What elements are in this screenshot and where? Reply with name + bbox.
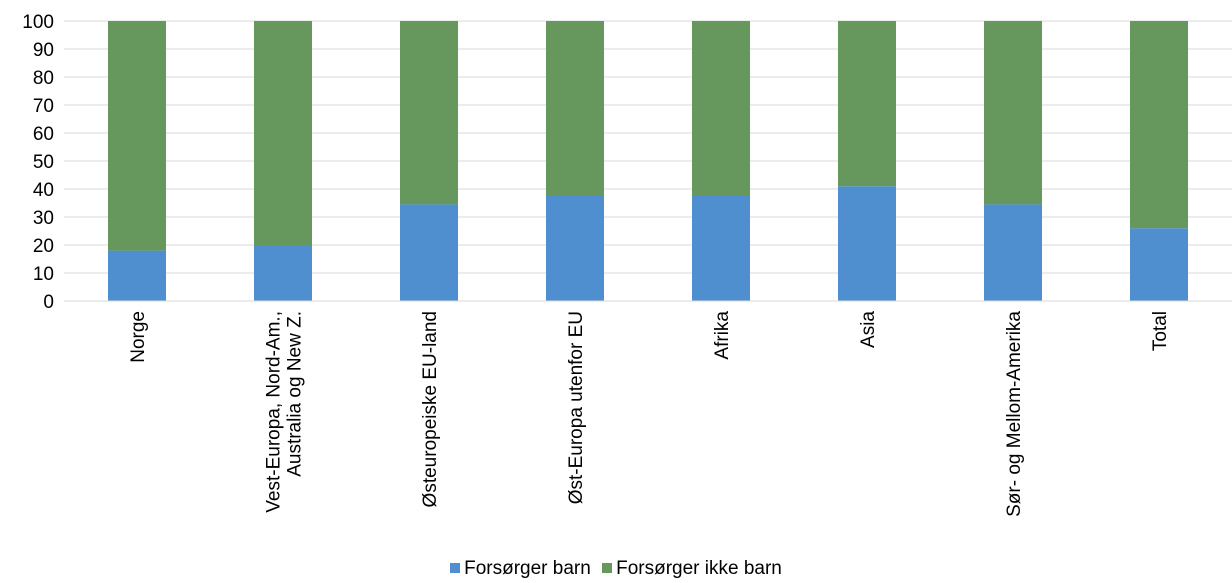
bar-segment (254, 21, 312, 245)
y-tick-label: 70 (33, 96, 54, 117)
y-axis: 0 10 20 30 40 50 60 70 80 90 100 (22, 12, 54, 313)
legend-item-1: Forsørger ikke barn (602, 558, 782, 580)
y-tick-label: 40 (33, 180, 54, 201)
bar-segment (546, 21, 604, 196)
bar-segment (1130, 21, 1188, 229)
bar-segment (1130, 228, 1188, 301)
legend-swatch (450, 563, 461, 573)
bar-segment (254, 245, 312, 301)
x-category-label: Australia og New Z. (285, 311, 306, 477)
bar-segment (838, 186, 896, 301)
x-category-label: Afrika (712, 311, 733, 360)
x-category-label: Vest-Europa, Nord-Am., (264, 311, 285, 513)
x-category-label: Asia (858, 311, 879, 348)
bar-segment (546, 196, 604, 301)
legend-label: Forsørger barn (464, 558, 591, 579)
bars (108, 21, 1188, 301)
x-category-label: Total (1150, 311, 1171, 351)
y-tick-label: 60 (33, 124, 54, 145)
y-tick-label: 0 (43, 292, 54, 313)
legend-item-0: Forsørger barn (450, 558, 591, 580)
bar-segment (692, 196, 750, 301)
y-tick-label: 20 (33, 236, 54, 257)
x-axis: Norge Vest-Europa, Nord-Am., Australia og … (64, 300, 1232, 517)
bar-segment (692, 21, 750, 196)
legend: Forsørger barn Forsørger ikke barn (0, 558, 1232, 580)
y-tick-label: 80 (33, 68, 54, 89)
bar-segment (400, 21, 458, 205)
bar-segment (108, 21, 166, 251)
legend-label: Forsørger ikke barn (616, 558, 782, 579)
bar-segment (984, 204, 1042, 301)
x-category-label: Norge (128, 311, 149, 363)
bar-segment (400, 204, 458, 301)
gridlines (64, 20, 1232, 302)
y-tick-label: 50 (33, 152, 54, 173)
bar-segment (838, 21, 896, 187)
y-tick-label: 30 (33, 208, 54, 229)
x-category-label: Sør- og Mellom-Amerika (1004, 311, 1025, 517)
bar-segment (108, 250, 166, 301)
stacked-bar-chart: 0 10 20 30 40 50 60 70 80 90 100 Norge Vest-Europa,… (22, 12, 1232, 517)
x-category-label: Øst-Europa utenfor EU (566, 311, 587, 504)
bar-segment (984, 21, 1042, 205)
x-category-label: Østeuropeiske EU-land (420, 311, 441, 507)
y-tick-label: 100 (22, 12, 54, 33)
y-tick-label: 90 (33, 40, 54, 61)
legend-swatch (602, 563, 613, 573)
y-tick-label: 10 (33, 264, 54, 285)
